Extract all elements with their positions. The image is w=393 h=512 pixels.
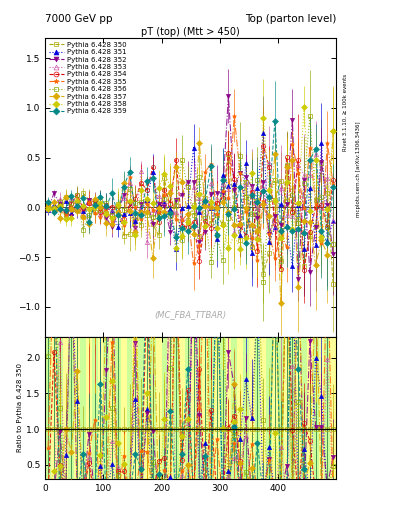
Bar (243, 337, 249, 479)
Bar (86, 337, 92, 479)
Bar (92, 337, 97, 479)
Bar (319, 337, 324, 479)
Bar (68, 337, 74, 479)
Bar (191, 337, 196, 479)
Bar (220, 337, 226, 479)
Text: (MC_FBA_TTBAR): (MC_FBA_TTBAR) (154, 310, 227, 319)
Bar (324, 337, 330, 479)
Bar (278, 337, 284, 479)
Bar (179, 337, 185, 479)
Bar (103, 337, 109, 479)
Bar (290, 337, 295, 479)
Bar (231, 337, 237, 479)
Bar (313, 337, 319, 479)
Bar (272, 337, 278, 479)
Bar (62, 337, 68, 479)
Bar (132, 337, 138, 479)
Bar (214, 337, 220, 479)
Bar (144, 337, 150, 479)
Bar (307, 337, 313, 479)
Bar (173, 337, 179, 479)
Y-axis label: Ratio to Pythia 6.428 350: Ratio to Pythia 6.428 350 (17, 363, 23, 452)
Bar (266, 337, 272, 479)
Text: Top (parton level): Top (parton level) (244, 14, 336, 25)
Bar (150, 337, 156, 479)
Bar (295, 337, 301, 479)
Bar (45, 337, 51, 479)
Bar (255, 337, 261, 479)
Bar (121, 337, 127, 479)
Text: 7000 GeV pp: 7000 GeV pp (45, 14, 113, 25)
Bar (127, 337, 132, 479)
Bar (156, 337, 162, 479)
Title: pT (top) (Mtt > 450): pT (top) (Mtt > 450) (141, 27, 240, 37)
Text: mcplots.cern.ch [arXiv:1306.3436]: mcplots.cern.ch [arXiv:1306.3436] (356, 121, 361, 217)
Bar (226, 337, 231, 479)
Bar (196, 337, 202, 479)
Bar (109, 337, 115, 479)
Bar (115, 337, 121, 479)
Bar (97, 337, 103, 479)
Bar (330, 337, 336, 479)
Bar (202, 337, 208, 479)
Legend: Pythia 6.428 350, Pythia 6.428 351, Pythia 6.428 352, Pythia 6.428 353, Pythia 6: Pythia 6.428 350, Pythia 6.428 351, Pyth… (47, 40, 128, 116)
Bar (261, 337, 266, 479)
Bar (74, 337, 80, 479)
Bar (237, 337, 243, 479)
Bar (284, 337, 290, 479)
Bar (249, 337, 255, 479)
Bar (162, 337, 167, 479)
Bar (51, 337, 57, 479)
Bar (185, 337, 191, 479)
Bar (167, 337, 173, 479)
Text: Rivet 3.1.10, ≥ 100k events: Rivet 3.1.10, ≥ 100k events (343, 74, 348, 151)
Bar (80, 337, 86, 479)
Bar (208, 337, 214, 479)
Bar (301, 337, 307, 479)
Bar (138, 337, 144, 479)
Bar (57, 337, 62, 479)
